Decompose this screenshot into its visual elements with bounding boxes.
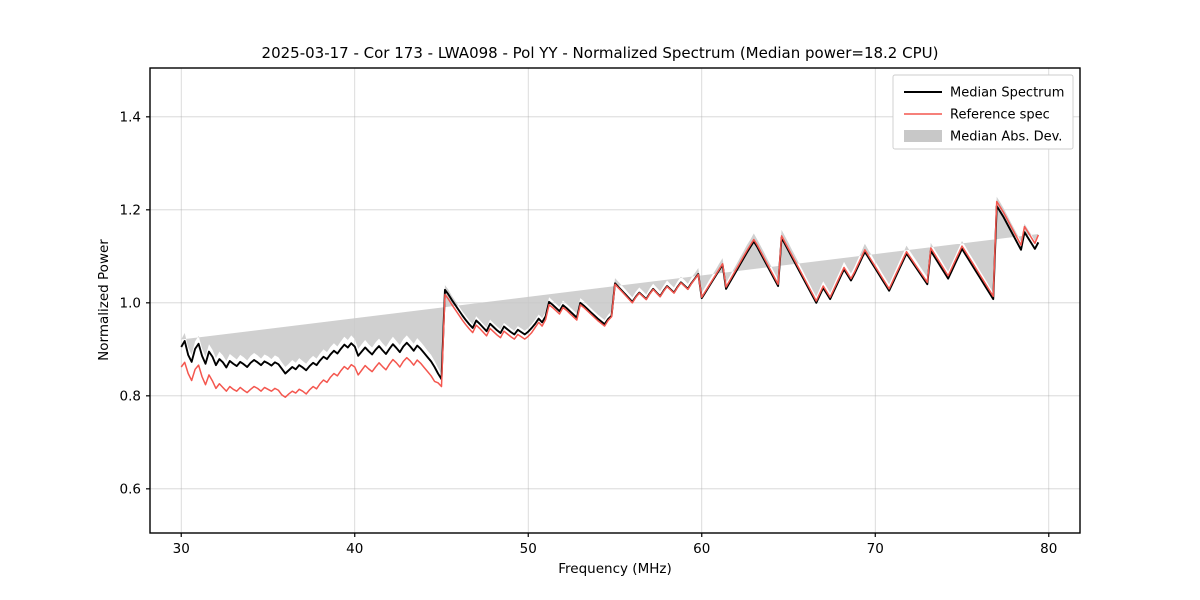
median-spectrum-line	[180, 205, 1040, 381]
y-tick-label: 1.4	[120, 109, 141, 125]
y-tick-label: 0.6	[120, 481, 141, 497]
chart-title: 2025-03-17 - Cor 173 - LWA098 - Pol YY -…	[261, 44, 939, 62]
y-tick-label: 1.2	[120, 202, 141, 218]
axes-frame	[149, 67, 1081, 534]
y-tick-label: 1.0	[120, 295, 141, 311]
median-abs-dev-band	[181, 196, 1039, 374]
axis-ticks: 30 40 50 60 70 80 0.6 0.8 1.0 1.2 1.4	[120, 109, 1058, 557]
x-axis-label: Frequency (MHz)	[558, 561, 671, 577]
x-tick-label: 80	[1040, 541, 1057, 557]
legend-label: Median Spectrum	[950, 86, 1064, 101]
x-tick-label: 60	[693, 541, 710, 557]
y-axis-label: Normalized Power	[96, 239, 112, 361]
legend-label: Reference spec	[950, 108, 1050, 123]
legend-label: Median Abs. Dev.	[950, 130, 1062, 145]
x-tick-label: 40	[346, 541, 363, 557]
x-tick-label: 70	[867, 541, 884, 557]
reference-spec-line	[180, 200, 1040, 398]
y-tick-label: 0.8	[120, 388, 141, 404]
x-tick-label: 30	[173, 541, 190, 557]
chart-legend[interactable]: Median Spectrum Reference spec Median Abs.…	[892, 74, 1074, 150]
x-tick-label: 50	[520, 541, 537, 557]
